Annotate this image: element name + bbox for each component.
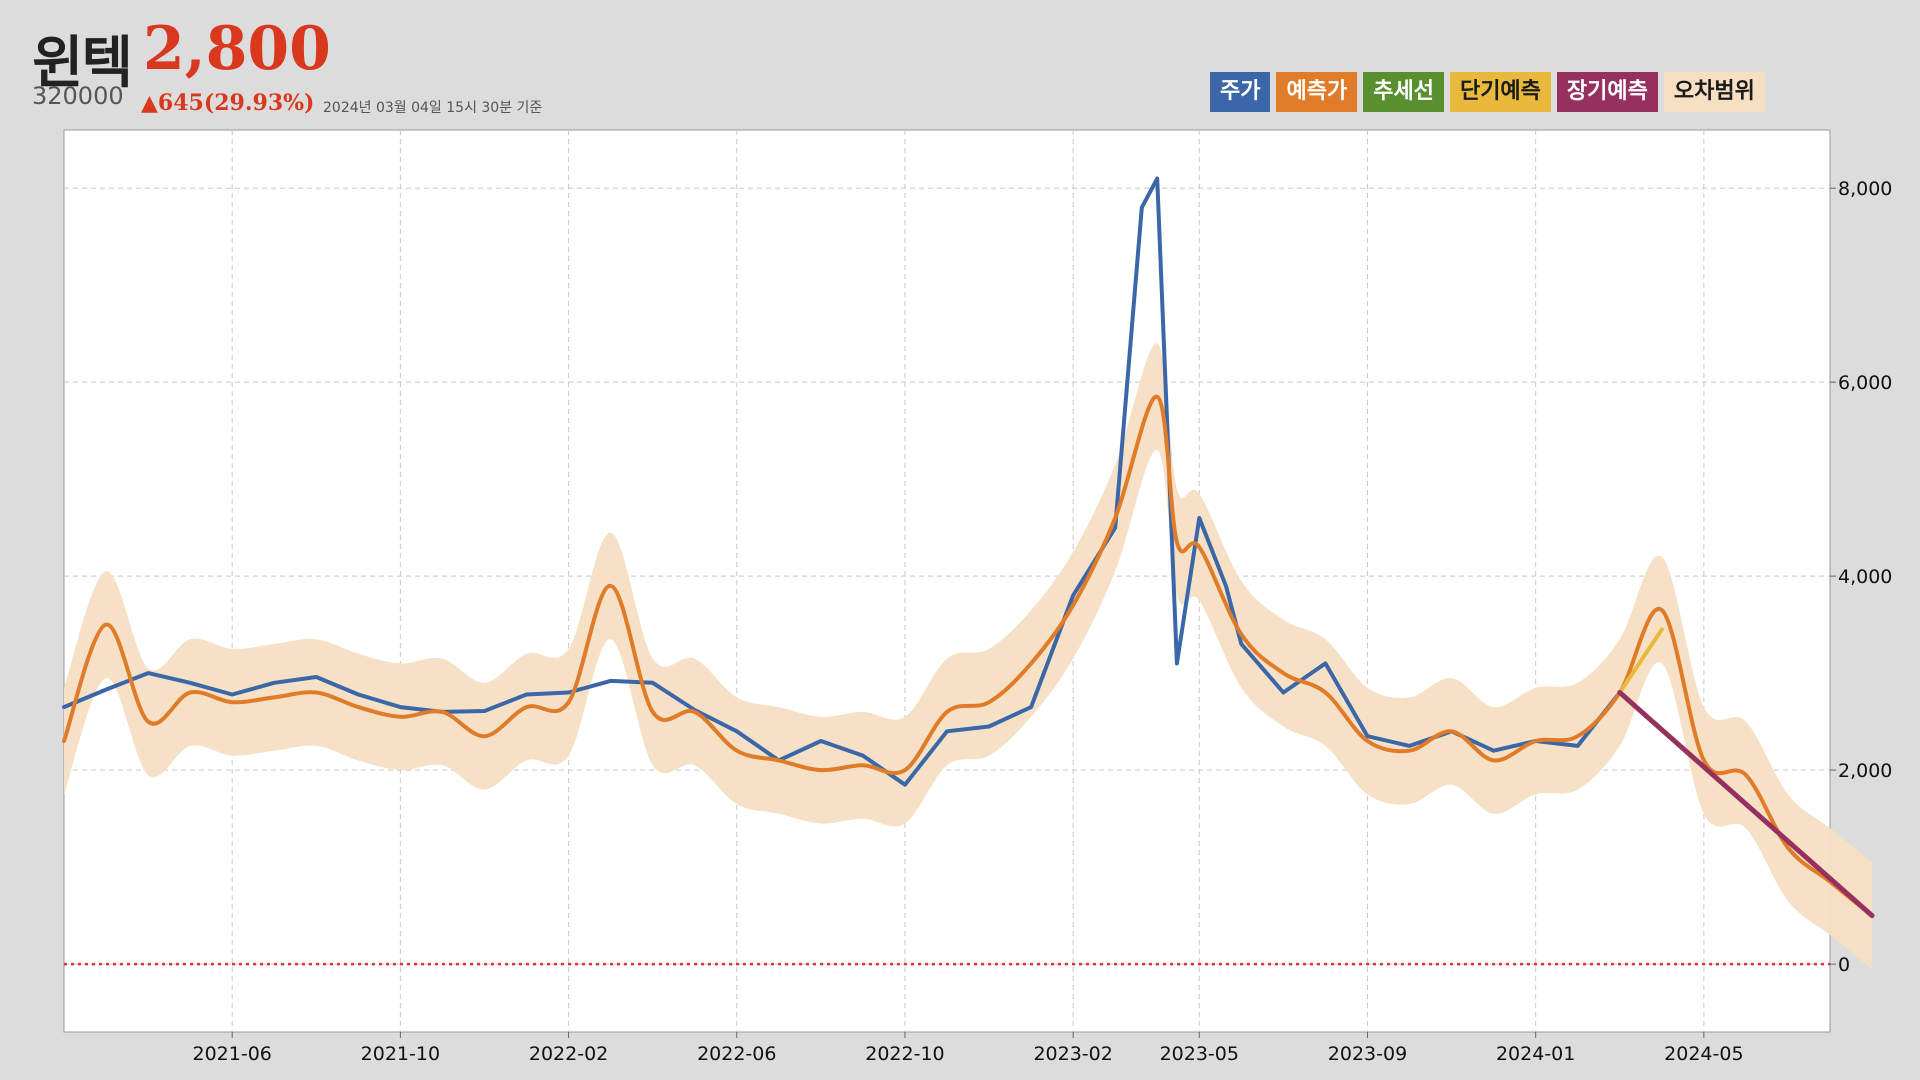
series-stock-price: [62, 176, 1622, 787]
legend-item-trend-line: 추세선: [1363, 72, 1444, 112]
price-change: ▲645(29.93%): [141, 90, 315, 116]
x-tick-label: 2023-09: [1328, 1043, 1407, 1065]
stock-code: 320000: [32, 82, 124, 110]
as-of-timestamp: 2024년 03월 04일 15시 30분 기준: [323, 100, 543, 116]
legend-item-predicted-price: 예측가: [1276, 72, 1358, 112]
x-tick-label: 2023-02: [1033, 1043, 1112, 1065]
y-tick-label: 2,000: [1838, 760, 1892, 782]
y-tick-label: 4,000: [1838, 566, 1892, 588]
series-long-term-forecast: [1617, 690, 1875, 919]
y-tick-label: 6,000: [1838, 372, 1892, 394]
x-tick-label: 2024-05: [1664, 1043, 1743, 1065]
series-layer: [62, 176, 1875, 919]
legend-item-short-term-forecast: 단기예측: [1449, 72, 1551, 112]
plot-area: [63, 129, 1831, 1033]
stock-name: 윈텍: [32, 31, 133, 96]
error-band-layer: [64, 343, 1872, 970]
series-predicted-price: [62, 394, 1874, 918]
legend-item-long-term-forecast: 장기예측: [1556, 72, 1658, 112]
x-tick-label: 2023-05: [1160, 1043, 1239, 1065]
legend-item-error-range: 오차범위: [1663, 72, 1765, 112]
y-axis-ticks: 0 2,000 4,000 6,000 8,000: [1830, 178, 1892, 976]
x-tick-label: 2022-02: [529, 1043, 608, 1065]
stock-price: 2,800: [143, 14, 331, 84]
x-tick-label: 2021-06: [192, 1043, 271, 1065]
x-axis-ticks: 2021-06 2021-10 2022-02 2022-06 2022-10 2023-…: [192, 1032, 1744, 1065]
x-tick-label: 2021-10: [361, 1043, 440, 1065]
x-tick-label: 2022-10: [865, 1043, 944, 1065]
series-short-term-forecast: [1617, 627, 1664, 695]
x-tick-label: 2024-01: [1496, 1043, 1575, 1065]
error-band: [64, 343, 1872, 970]
y-tick-label: 0: [1838, 954, 1850, 976]
legend-item-stock-price: 주가: [1210, 72, 1271, 112]
y-tick-label: 8,000: [1838, 178, 1892, 200]
x-tick-label: 2022-06: [697, 1043, 776, 1065]
chart-legend: 주가 예측가 추세선 단기예측 장기예측 오차범위: [1210, 72, 1765, 112]
